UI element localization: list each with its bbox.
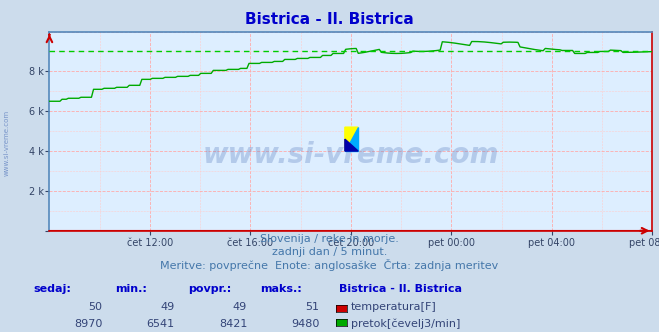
Polygon shape: [345, 127, 358, 151]
Text: 6541: 6541: [146, 319, 175, 329]
Text: www.si-vreme.com: www.si-vreme.com: [3, 110, 10, 176]
Polygon shape: [345, 139, 358, 151]
Text: Bistrica - Il. Bistrica: Bistrica - Il. Bistrica: [245, 12, 414, 27]
Polygon shape: [345, 127, 358, 151]
Text: maks.:: maks.:: [260, 284, 302, 294]
Text: 50: 50: [88, 302, 102, 312]
Text: 49: 49: [233, 302, 247, 312]
Text: 51: 51: [306, 302, 320, 312]
Text: 8421: 8421: [219, 319, 247, 329]
Text: Meritve: povprečne  Enote: anglosaške  Črta: zadnja meritev: Meritve: povprečne Enote: anglosaške Črt…: [160, 259, 499, 271]
Text: 49: 49: [160, 302, 175, 312]
Text: 9480: 9480: [291, 319, 320, 329]
Text: zadnji dan / 5 minut.: zadnji dan / 5 minut.: [272, 247, 387, 257]
Text: www.si-vreme.com: www.si-vreme.com: [203, 141, 499, 169]
Text: 8970: 8970: [74, 319, 102, 329]
Text: sedaj:: sedaj:: [33, 284, 71, 294]
Text: povpr.:: povpr.:: [188, 284, 231, 294]
Text: Slovenija / reke in morje.: Slovenija / reke in morje.: [260, 234, 399, 244]
Text: min.:: min.:: [115, 284, 147, 294]
Text: pretok[čevelj3/min]: pretok[čevelj3/min]: [351, 319, 460, 329]
Text: Bistrica - Il. Bistrica: Bistrica - Il. Bistrica: [339, 284, 463, 294]
Text: temperatura[F]: temperatura[F]: [351, 302, 436, 312]
